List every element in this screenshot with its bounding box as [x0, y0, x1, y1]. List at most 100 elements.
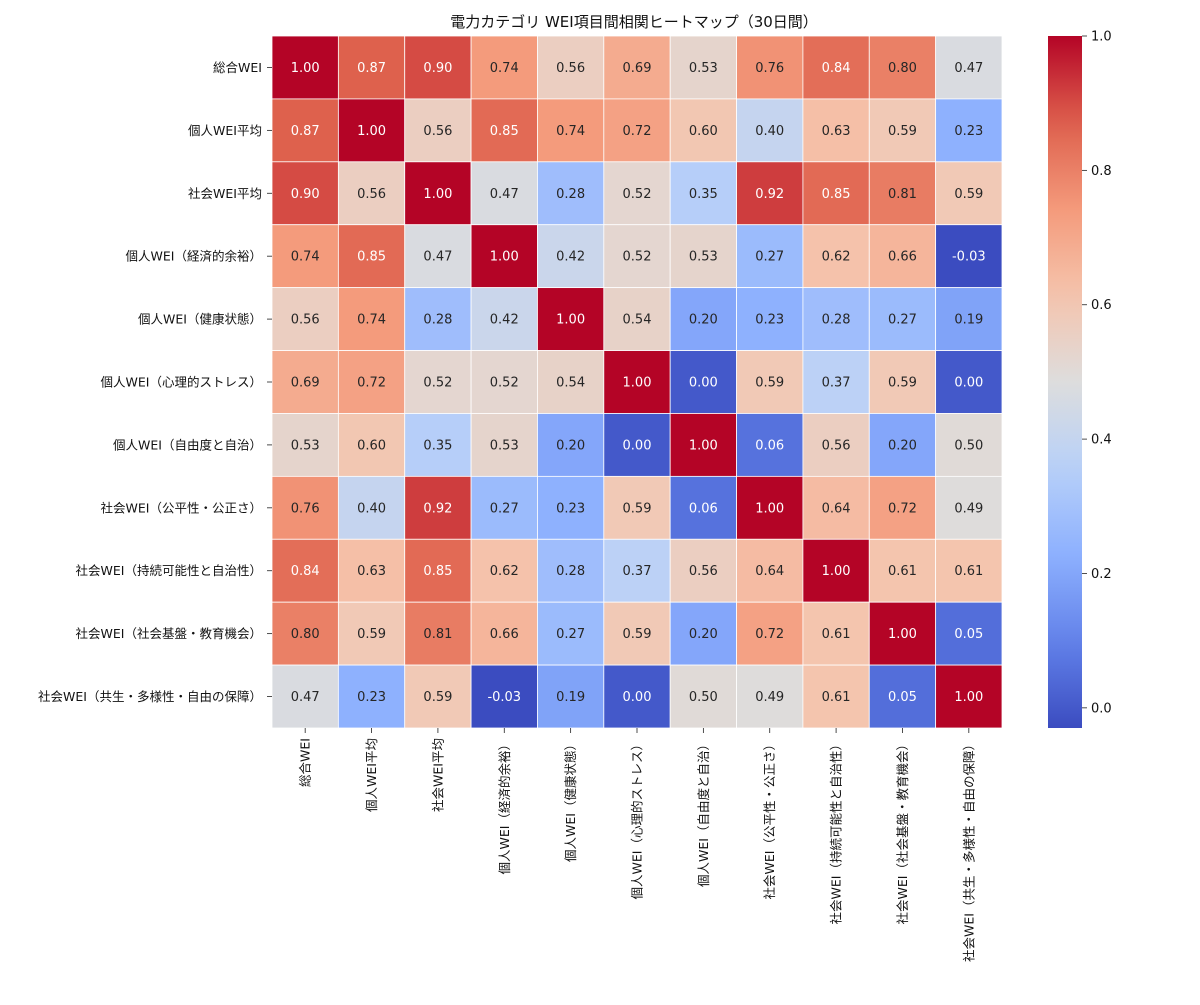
cell-value-label: 0.35 — [423, 438, 452, 453]
heatmap-cell — [736, 475, 804, 540]
cell-value-label: 0.27 — [755, 250, 784, 265]
heatmap-cell — [470, 538, 538, 603]
cell-value-label: 0.64 — [755, 564, 784, 579]
cell-value-label: 0.81 — [423, 627, 452, 642]
heatmap-cell — [669, 98, 737, 163]
row-label: 社会WEI平均 — [188, 186, 262, 201]
cell-value-label: 0.76 — [755, 61, 784, 76]
cell-value-label: 0.92 — [423, 501, 452, 516]
colorbar-tick-label: 0.4 — [1091, 433, 1112, 448]
heatmap-cell — [935, 350, 1003, 414]
heatmap-cell — [603, 161, 671, 226]
heatmap-cell — [537, 601, 605, 666]
column-label: 個人WEI平均 — [364, 738, 379, 812]
column-label: 個人WEI（心理的ストレス） — [630, 738, 645, 899]
colorbar-tick-label: 0.6 — [1091, 298, 1112, 313]
heatmap-cell — [669, 538, 737, 603]
cell-value-label: -0.03 — [487, 690, 521, 705]
heatmap-cell — [935, 287, 1003, 351]
cell-value-label: 0.20 — [689, 313, 718, 328]
cell-value-label: 0.56 — [357, 187, 386, 202]
column-label: 個人WEI（経済的余裕） — [497, 738, 512, 874]
heatmap-cell — [868, 538, 937, 603]
heatmap-cell — [337, 475, 406, 540]
heatmap-cell — [935, 413, 1003, 477]
heatmap-cell — [271, 664, 339, 729]
row-label: 個人WEI（自由度と自治） — [113, 437, 262, 452]
cell-value-label: 0.27 — [556, 627, 585, 642]
heatmap-cell — [271, 35, 339, 100]
cell-value-label: 0.28 — [822, 313, 851, 328]
cell-value-label: 1.00 — [888, 627, 917, 642]
cell-value-label: 0.59 — [954, 187, 983, 202]
cell-value-label: 0.47 — [490, 187, 519, 202]
cell-value-label: 0.74 — [357, 313, 386, 328]
cell-value-label: 0.42 — [490, 313, 519, 328]
heatmap-cell — [271, 350, 339, 414]
heatmap-cell — [603, 35, 671, 100]
row-label: 社会WEI（社会基盤・教育機会） — [76, 626, 262, 641]
cell-value-label: 0.53 — [689, 61, 718, 76]
row-label: 個人WEI（健康状態） — [138, 312, 262, 327]
cell-value-label: 0.06 — [755, 438, 784, 453]
cell-value-label: 0.47 — [423, 250, 452, 265]
cell-value-label: 0.81 — [888, 187, 917, 202]
heatmap-cell — [404, 161, 472, 226]
heatmap-cell — [802, 350, 870, 414]
cell-value-label: 0.61 — [888, 564, 917, 579]
cell-value-label: 0.56 — [689, 564, 718, 579]
cell-value-label: 0.06 — [689, 501, 718, 516]
cell-value-label: 0.37 — [623, 564, 652, 579]
cell-value-label: 0.20 — [556, 438, 585, 453]
cell-value-label: 0.74 — [490, 61, 519, 76]
heatmap-cell — [537, 287, 605, 351]
heatmap-cell — [603, 664, 671, 729]
heatmap-cell — [271, 98, 339, 163]
heatmap-cell — [603, 224, 671, 289]
row-label: 個人WEI（経済的余裕） — [126, 249, 262, 264]
heatmap-cell — [603, 98, 671, 163]
column-labels: 総合WEI 個人WEI平均 社会WEI平均 個人WEI（経済的余裕） 個人WEI（健康状… — [298, 728, 976, 962]
heatmap-cell — [470, 224, 538, 289]
heatmap-cell — [935, 475, 1003, 540]
row-label: 個人WEI平均 — [188, 123, 262, 138]
cell-value-label: 0.59 — [755, 376, 784, 391]
heatmap-cell — [537, 475, 605, 540]
heatmap-cell — [470, 350, 538, 414]
cell-value-label: 1.00 — [291, 61, 320, 76]
cell-value-label: 1.00 — [755, 501, 784, 516]
heatmap-cell — [935, 664, 1003, 729]
cell-value-label: 1.00 — [490, 250, 519, 265]
heatmap-cell — [868, 287, 937, 351]
heatmap-cell — [603, 475, 671, 540]
heatmap-cell — [802, 538, 870, 603]
cell-value-label: 0.92 — [755, 187, 784, 202]
heatmap-cell — [337, 664, 406, 729]
cell-value-label: 0.69 — [291, 376, 320, 391]
heatmap-cell — [537, 35, 605, 100]
heatmap-cell — [736, 98, 804, 163]
cell-value-label: 0.40 — [755, 124, 784, 139]
heatmap-cell — [736, 538, 804, 603]
heatmap-cell — [603, 287, 671, 351]
heatmap-cell — [935, 35, 1003, 100]
row-label: 総合WEI — [213, 60, 262, 75]
heatmap-cell — [404, 287, 472, 351]
cell-value-label: 0.61 — [822, 627, 851, 642]
heatmap-cell — [271, 287, 339, 351]
heatmap-cell — [603, 601, 671, 666]
cell-value-label: 0.85 — [357, 250, 386, 265]
cell-value-label: 0.52 — [623, 250, 652, 265]
cell-value-label: 1.00 — [954, 690, 983, 705]
heatmap-cell — [802, 98, 870, 163]
cell-value-label: 0.23 — [954, 124, 983, 139]
cell-value-label: 0.00 — [954, 376, 983, 391]
heatmap-cell — [935, 161, 1003, 226]
cell-value-label: 0.53 — [490, 438, 519, 453]
cell-value-label: 0.90 — [291, 187, 320, 202]
cell-value-label: 0.52 — [490, 376, 519, 391]
column-label: 社会WEI（公平性・公正さ） — [762, 738, 777, 899]
heatmap-cell — [537, 664, 605, 729]
cell-value-label: 0.23 — [357, 690, 386, 705]
